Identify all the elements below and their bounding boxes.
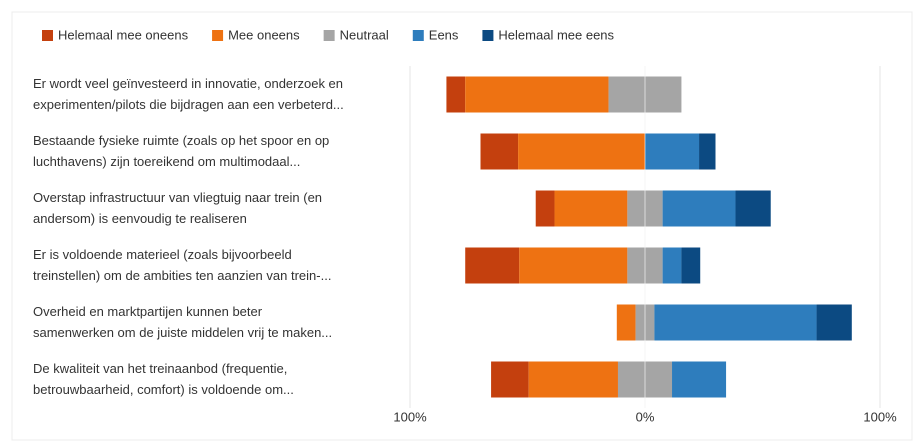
bar-segment — [654, 304, 817, 341]
bar-segment — [616, 304, 636, 341]
category-label: luchthavens) zijn toereikend om multimod… — [33, 154, 300, 169]
legend-swatch — [42, 30, 53, 41]
legend-label: Mee oneens — [228, 27, 300, 42]
category-label: treinstellen) om de ambities ten aanzien… — [33, 268, 331, 283]
category-label: Er wordt veel geïnvesteerd in innovatie,… — [33, 76, 343, 91]
bar-segment — [662, 247, 682, 284]
bar-segment — [465, 247, 520, 284]
legend-swatch — [323, 30, 335, 41]
legend-label: Helemaal mee eens — [498, 27, 614, 42]
legend-label: Eens — [429, 27, 459, 42]
category-label: samenwerken om de juiste middelen vrij t… — [33, 325, 332, 340]
category-label: Bestaande fysieke ruimte (zoals op het s… — [33, 133, 329, 148]
category-label: Overstap infrastructuur van vliegtuig na… — [33, 190, 322, 205]
bar-segment — [535, 190, 555, 227]
legend-swatch — [212, 30, 224, 41]
bar-segment — [816, 304, 852, 341]
bar-segment — [645, 133, 700, 170]
bar-segment — [662, 190, 736, 227]
category-label: Er is voldoende materieel (zoals bijvoor… — [33, 247, 292, 262]
bar-segment — [446, 76, 466, 113]
category-label: andersom) is eenvoudig te realiseren — [33, 211, 247, 226]
legend-swatch — [482, 30, 494, 41]
bar-segment — [491, 361, 529, 398]
legend-label: Helemaal mee oneens — [58, 27, 189, 42]
legend-swatch — [412, 30, 424, 41]
bar-segment — [519, 247, 628, 284]
bar-segment — [681, 247, 701, 284]
bar-segment — [699, 133, 716, 170]
bar-segment — [480, 133, 519, 170]
category-label: betrouwbaarheid, comfort) is voldoende o… — [33, 382, 294, 397]
category-label: Overheid en marktpartijen kunnen beter — [33, 304, 263, 319]
bar-segment — [465, 76, 609, 113]
category-label: De kwaliteit van het treinaanbod (freque… — [33, 361, 287, 376]
bar-segment — [735, 190, 771, 227]
bar-segment — [672, 361, 727, 398]
bar-segment — [554, 190, 628, 227]
category-label: experimenten/pilots die bijdragen aan ee… — [33, 97, 344, 112]
x-tick-label: 0% — [636, 409, 655, 424]
x-tick-label: 100% — [863, 409, 897, 424]
legend-label: Neutraal — [340, 27, 389, 42]
x-tick-label: 100% — [393, 409, 427, 424]
bar-segment — [518, 133, 645, 170]
bar-segment — [528, 361, 618, 398]
